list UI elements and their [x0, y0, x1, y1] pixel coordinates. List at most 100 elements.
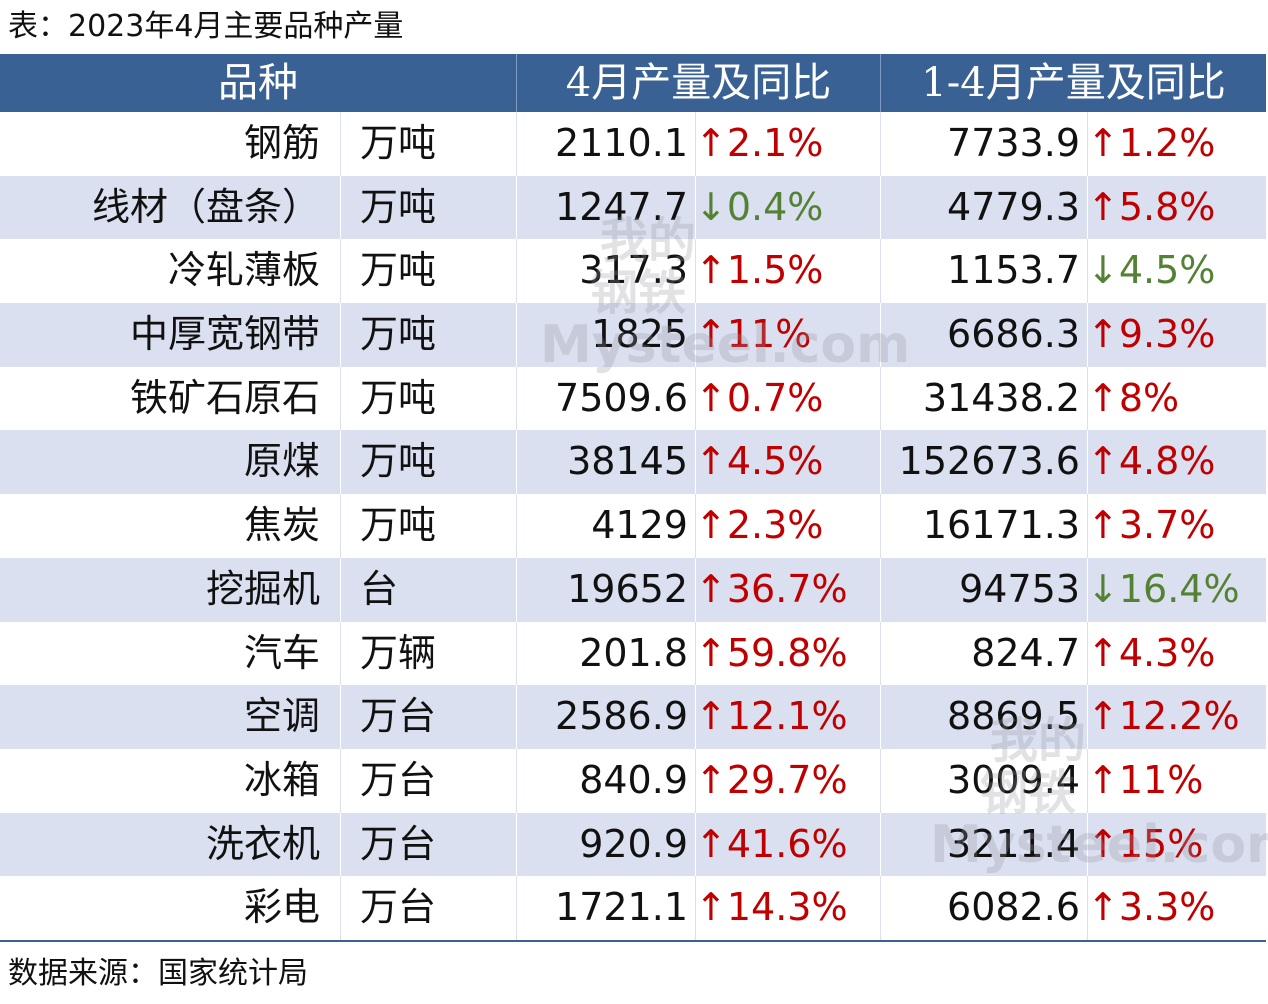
table-caption: 表：2023年4月主要品种产量	[8, 9, 404, 44]
table-body: 钢筋 万吨 2110.1 ↑2.1% 7733.9 ↑1.2% 线材（盘条） 万吨 1247.7…	[0, 112, 1266, 940]
column-divider	[340, 430, 341, 495]
april-value: 2110.1	[555, 121, 688, 165]
column-divider	[340, 112, 341, 176]
cumulative-yoy-change: ↑4.3%	[1087, 630, 1216, 675]
cumulative-yoy-change: ↑11%	[1087, 757, 1204, 802]
column-divider	[1087, 366, 1088, 431]
row-unit: 万辆	[360, 630, 437, 675]
column-divider	[695, 876, 696, 940]
header-cumulative: 1-4月产量及同比	[921, 60, 1226, 106]
row-name: 洗衣机	[205, 821, 320, 866]
row-name: 焦炭	[243, 503, 320, 548]
cumulative-value: 8869.5	[947, 694, 1080, 739]
row-name: 挖掘机	[205, 566, 320, 611]
column-divider	[880, 748, 881, 813]
cumulative-yoy-change: ↑9.3%	[1087, 312, 1216, 357]
header-divider	[880, 54, 881, 112]
row-name: 冷轧薄板	[167, 248, 320, 293]
column-divider	[516, 812, 517, 877]
column-divider	[695, 175, 696, 240]
cumulative-yoy-change: ↑8%	[1087, 375, 1180, 420]
column-divider	[695, 112, 696, 176]
row-name: 冰箱	[243, 757, 320, 802]
cumulative-yoy-change: ↑12.2%	[1087, 694, 1240, 739]
column-divider	[695, 812, 696, 877]
april-yoy-change: ↑36.7%	[695, 566, 848, 611]
cumulative-yoy-change: ↑5.8%	[1087, 184, 1216, 229]
row-name: 原煤	[243, 439, 320, 484]
column-divider	[880, 366, 881, 431]
april-yoy-change: ↓0.4%	[695, 184, 824, 229]
april-value: 2586.9	[555, 694, 688, 739]
cumulative-value: 3211.4	[947, 821, 1080, 866]
april-value: 840.9	[579, 757, 688, 802]
table-row: 冷轧薄板 万吨 317.3 ↑1.5% 1153.7 ↓4.5%	[0, 239, 1266, 304]
cumulative-value: 4779.3	[947, 184, 1080, 229]
column-divider	[516, 876, 517, 940]
cumulative-value: 6686.3	[947, 312, 1080, 357]
column-divider	[516, 175, 517, 240]
column-divider	[1087, 876, 1088, 940]
column-divider	[340, 812, 341, 877]
column-divider	[516, 494, 517, 558]
table-row: 线材（盘条） 万吨 1247.7 ↓0.4% 4779.3 ↑5.8%	[0, 175, 1266, 240]
column-divider	[516, 112, 517, 176]
row-name: 空调	[243, 694, 320, 739]
column-divider	[1087, 175, 1088, 240]
table-row: 铁矿石原石 万吨 7509.6 ↑0.7% 31438.2 ↑8%	[0, 366, 1266, 431]
april-value: 201.8	[579, 630, 688, 675]
april-yoy-change: ↑2.3%	[695, 503, 824, 548]
row-name: 线材（盘条）	[91, 184, 320, 229]
cumulative-yoy-change: ↑3.3%	[1087, 885, 1216, 930]
column-divider	[340, 494, 341, 558]
column-divider	[516, 239, 517, 304]
cumulative-yoy-change: ↑3.7%	[1087, 503, 1216, 548]
april-value: 19652	[567, 566, 688, 611]
row-unit: 万台	[360, 821, 437, 866]
column-divider	[1087, 303, 1088, 367]
april-yoy-change: ↑12.1%	[695, 694, 848, 739]
column-divider	[880, 430, 881, 495]
april-yoy-change: ↑14.3%	[695, 885, 848, 930]
column-divider	[516, 621, 517, 686]
column-divider	[1087, 494, 1088, 558]
cumulative-value: 152673.6	[898, 439, 1080, 484]
column-divider	[1087, 621, 1088, 686]
column-divider	[695, 557, 696, 622]
column-divider	[516, 748, 517, 813]
data-source: 数据来源：国家统计局	[8, 956, 308, 991]
cumulative-value: 1153.7	[947, 248, 1080, 293]
table-row: 彩电 万台 1721.1 ↑14.3% 6082.6 ↑3.3%	[0, 876, 1266, 940]
table-row: 钢筋 万吨 2110.1 ↑2.1% 7733.9 ↑1.2%	[0, 112, 1266, 176]
row-unit: 万吨	[360, 312, 437, 357]
cumulative-value: 6082.6	[947, 885, 1080, 930]
cumulative-yoy-change: ↓16.4%	[1087, 566, 1240, 611]
header-variety: 品种	[218, 60, 298, 106]
column-divider	[1087, 685, 1088, 749]
table-header: 品种 4月产量及同比 1-4月产量及同比	[0, 54, 1266, 112]
column-divider	[880, 812, 881, 877]
april-value: 1247.7	[555, 184, 688, 229]
april-value: 1721.1	[555, 885, 688, 930]
april-value: 38145	[567, 439, 688, 484]
cumulative-value: 31438.2	[922, 375, 1080, 420]
column-divider	[516, 685, 517, 749]
column-divider	[880, 175, 881, 240]
column-divider	[695, 494, 696, 558]
cumulative-yoy-change: ↑4.8%	[1087, 439, 1216, 484]
header-divider	[516, 54, 517, 112]
cumulative-yoy-change: ↓4.5%	[1087, 248, 1216, 293]
april-value: 1825	[591, 312, 688, 357]
header-april: 4月产量及同比	[565, 60, 832, 106]
row-unit: 万吨	[360, 121, 437, 165]
column-divider	[340, 876, 341, 940]
column-divider	[516, 303, 517, 367]
column-divider	[340, 175, 341, 240]
row-name: 汽车	[243, 630, 320, 675]
row-unit: 台	[360, 566, 399, 611]
column-divider	[516, 430, 517, 495]
column-divider	[340, 621, 341, 686]
column-divider	[1087, 239, 1088, 304]
row-unit: 万台	[360, 694, 437, 739]
row-name: 铁矿石原石	[129, 375, 320, 420]
